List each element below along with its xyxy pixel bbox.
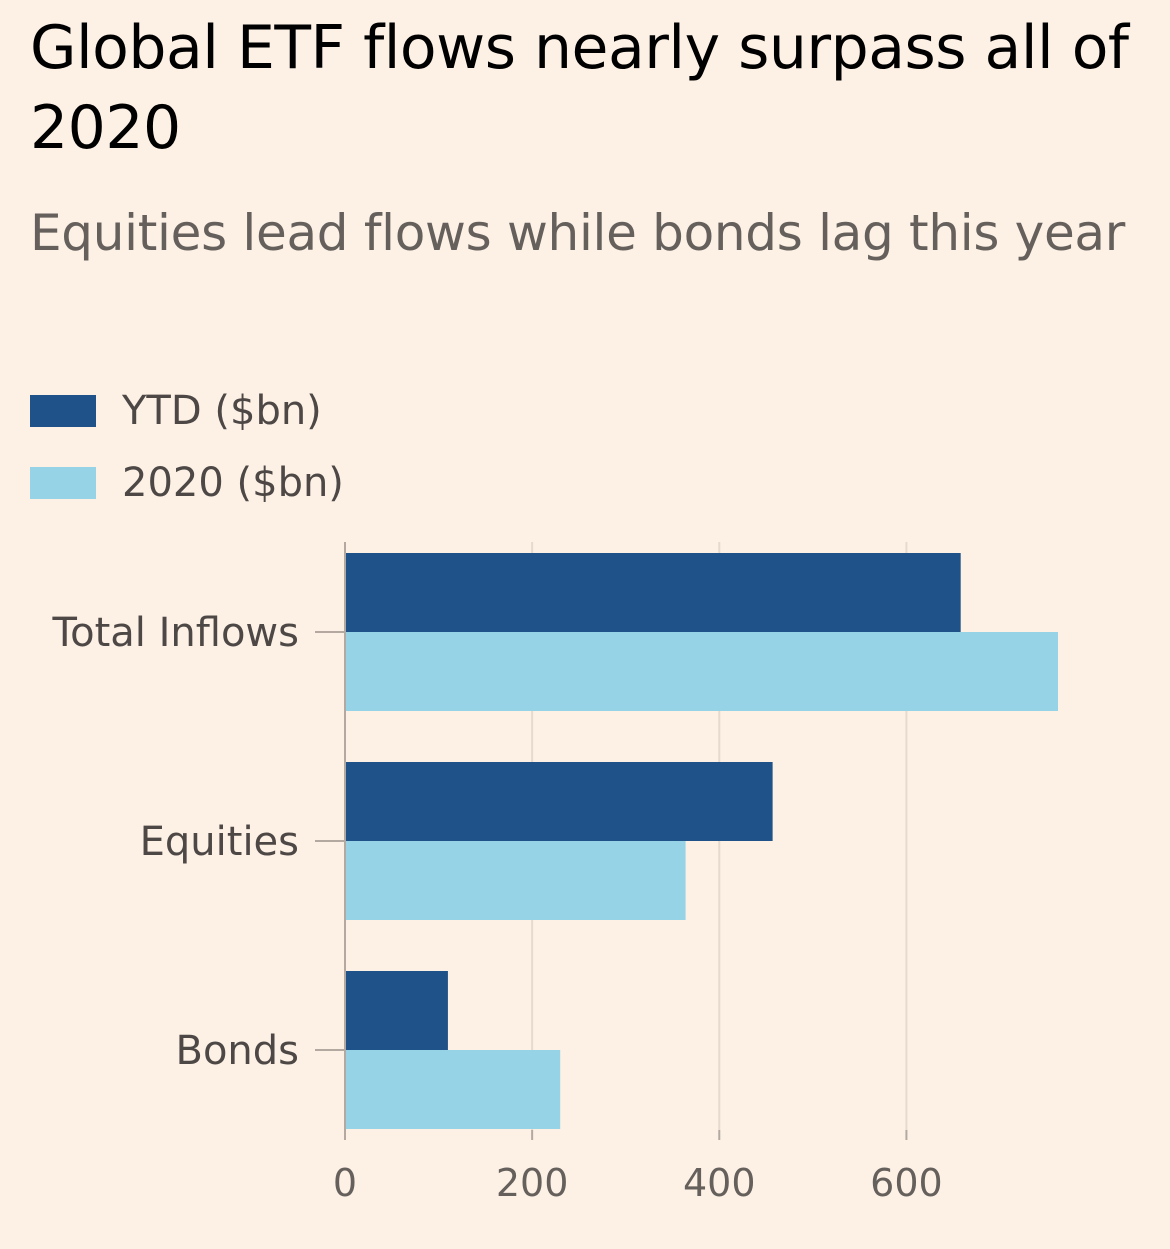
bar-equities-ytd <box>345 762 773 841</box>
legend-item-ytd: YTD ($bn) <box>30 382 344 440</box>
legend-swatch-ytd <box>30 395 96 427</box>
x-tick-label-600: 600 <box>870 1161 943 1205</box>
bar-equities-2020 <box>345 841 686 920</box>
category-label: Equities <box>140 819 299 865</box>
category-label: Bonds <box>176 1028 300 1074</box>
legend-swatch-2020 <box>30 467 96 499</box>
bar-bonds-ytd <box>345 971 448 1050</box>
legend-label-2020: 2020 ($bn) <box>122 460 344 506</box>
chart-subtitle: Equities lead flows while bonds lag this… <box>30 204 1126 262</box>
x-tick-label-400: 400 <box>683 1161 756 1205</box>
bar-total-inflows-ytd <box>345 553 961 632</box>
x-tick-label-200: 200 <box>496 1161 569 1205</box>
bar-bonds-2020 <box>345 1050 561 1129</box>
legend-item-2020: 2020 ($bn) <box>30 454 344 512</box>
legend: YTD ($bn) 2020 ($bn) <box>30 382 344 526</box>
category-label: Total Inflows <box>51 610 299 656</box>
bar-total-inflows-2020 <box>345 632 1058 711</box>
chart-title: Global ETF flows nearly surpass all of 2… <box>30 13 1129 163</box>
legend-label-ytd: YTD ($bn) <box>122 388 322 434</box>
x-tick-label-0: 0 <box>333 1161 357 1205</box>
